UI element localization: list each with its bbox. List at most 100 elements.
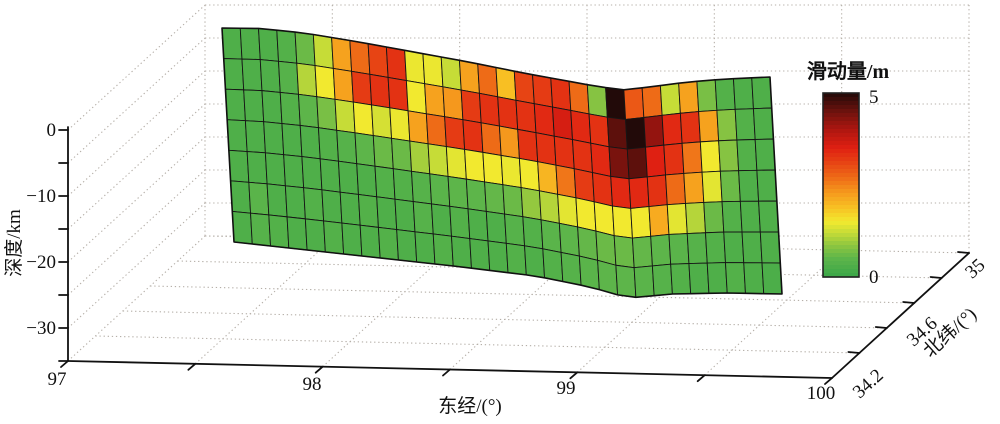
colorbar-gradient-step: [823, 137, 859, 142]
mesh-cell: [334, 98, 356, 134]
mesh-cell: [532, 74, 553, 108]
mesh-cell: [246, 151, 268, 185]
mesh-cell: [460, 89, 482, 124]
mesh-cell: [424, 83, 446, 118]
mesh-cell: [759, 231, 781, 264]
mesh-cell: [698, 109, 720, 143]
colorbar-gradient-step: [823, 101, 859, 106]
mesh-cell: [590, 142, 612, 177]
mesh-cell: [557, 193, 579, 228]
longitude-tick-label: 97: [48, 369, 67, 390]
mesh-cell: [572, 139, 593, 173]
mesh-cell: [578, 255, 600, 291]
mesh-cell: [278, 60, 299, 95]
colorbar-gradient-step: [823, 273, 859, 278]
colorbar-gradient-step: [823, 253, 859, 258]
mesh-cell: [670, 263, 692, 295]
colorbar-gradient-step: [823, 213, 859, 218]
mesh-cell: [480, 122, 502, 156]
longitude-tick-label: 100: [807, 383, 836, 404]
mesh-cell: [725, 262, 746, 294]
mesh-cell: [482, 151, 504, 186]
mesh-cell: [228, 149, 250, 183]
mesh-cell: [298, 93, 319, 129]
mesh-cell: [377, 226, 399, 261]
mesh-cell: [630, 206, 652, 239]
colorbar-gradient-step: [823, 261, 859, 266]
mesh-cell: [633, 265, 655, 298]
mesh-cell: [264, 152, 286, 187]
mesh-cell: [422, 53, 444, 88]
mesh-cell: [688, 262, 710, 295]
mesh-cell: [369, 73, 391, 109]
mesh-cell: [743, 262, 765, 295]
mesh-cell: [331, 37, 353, 72]
mesh-cell: [542, 248, 564, 282]
colorbar-max-label: 5: [869, 87, 879, 108]
mesh-cell: [588, 113, 610, 148]
mesh-cell: [705, 231, 726, 264]
mesh-cell: [668, 233, 690, 265]
mesh-cell: [268, 214, 290, 249]
mesh-cell: [316, 96, 338, 131]
mesh-cell: [487, 240, 509, 274]
mesh-cell: [339, 191, 361, 226]
mesh-cell: [449, 205, 471, 239]
mesh-cell: [498, 125, 520, 159]
mesh-cell: [643, 114, 665, 148]
mesh-cell: [286, 216, 308, 251]
mesh-cell: [641, 85, 663, 118]
mesh-cell: [646, 174, 668, 208]
mesh-cell: [573, 168, 595, 203]
mesh-cell: [462, 119, 484, 153]
mesh-cell: [716, 108, 738, 142]
mesh-outline: [221, 27, 783, 299]
colorbar-gradient-step: [823, 181, 859, 186]
mesh-cell: [336, 129, 358, 165]
mesh-cell: [504, 213, 526, 247]
colorbar-gradient-step: [823, 149, 859, 154]
mesh-cell: [756, 169, 778, 202]
colorbar-gradient-step: [823, 241, 859, 246]
mesh-cell: [645, 144, 666, 178]
mesh-cell: [683, 171, 705, 204]
colorbar-gradient-step: [823, 157, 859, 162]
mesh-cell: [241, 58, 263, 92]
mesh-cell: [372, 135, 394, 170]
mesh-cell: [226, 119, 248, 152]
mesh-cell: [243, 89, 265, 123]
mesh-cell: [356, 163, 378, 198]
latitude-axis-line: [831, 252, 970, 379]
mesh-cell: [284, 185, 306, 220]
mesh-cell: [718, 139, 740, 172]
mesh-cell: [445, 146, 467, 180]
mesh-cell: [628, 176, 650, 209]
mesh-cell: [442, 86, 464, 121]
mesh-cell: [703, 201, 725, 234]
mesh-cell: [404, 49, 426, 85]
mesh-cell: [248, 181, 270, 216]
colorbar-title: 滑动量/m: [807, 60, 890, 83]
mesh-cell: [321, 189, 343, 224]
mesh-cell: [485, 210, 507, 244]
mesh-cell: [389, 107, 411, 142]
mesh-cell: [517, 128, 539, 163]
mesh-cell: [391, 137, 412, 172]
mesh-cell: [758, 200, 780, 233]
mesh-cell: [497, 96, 519, 130]
mesh-cell: [332, 67, 354, 103]
mesh-cell: [733, 77, 754, 110]
mesh-cell: [467, 208, 489, 242]
mesh-cell: [303, 187, 325, 222]
mesh-cell: [626, 146, 648, 180]
depth-tick-label: 0: [47, 120, 57, 141]
mesh-cell: [301, 156, 323, 191]
mesh-cell: [405, 80, 427, 115]
axes: [58, 126, 970, 385]
mesh-cell: [431, 203, 452, 237]
colorbar-min-label: 0: [869, 267, 879, 288]
colorbar-gradient-step: [823, 121, 859, 126]
mesh-cell: [610, 175, 632, 209]
mesh-cell: [261, 90, 283, 124]
